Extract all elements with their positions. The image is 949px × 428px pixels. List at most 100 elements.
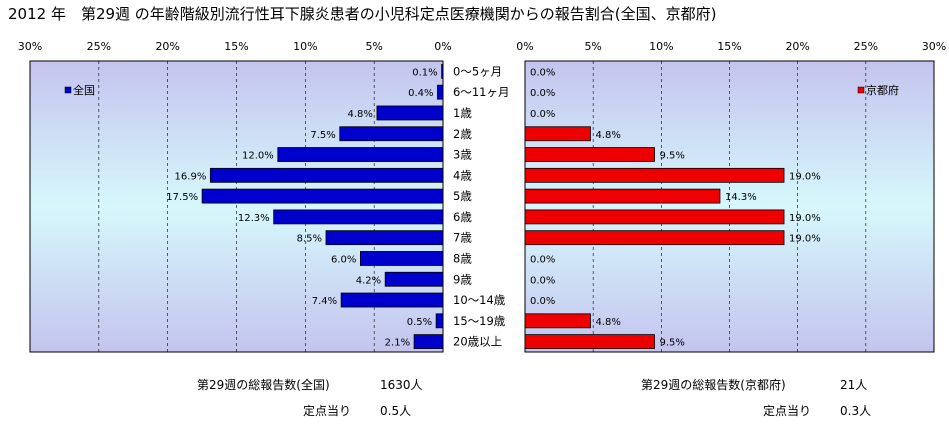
left-bar xyxy=(273,209,444,225)
left-bar-label: 0.4% xyxy=(408,88,433,99)
right-legend-swatch xyxy=(857,86,865,94)
right-bar xyxy=(524,209,785,225)
right-bar-label: 0.0% xyxy=(530,275,555,286)
left-bar-label: 4.8% xyxy=(348,109,373,120)
left-bar-label: 7.5% xyxy=(310,130,335,141)
right-total-value: 21人 xyxy=(840,378,867,392)
category-label: 20歳以上 xyxy=(453,335,502,349)
right-bar-label: 9.5% xyxy=(660,151,685,162)
left-legend: 全国 xyxy=(64,83,95,97)
category-label: 5歳 xyxy=(453,189,472,203)
right-bar-label: 14.3% xyxy=(725,192,757,203)
left-tick-label: 30% xyxy=(18,40,42,53)
category-label: 15～19歳 xyxy=(453,314,506,328)
left-bar-label: 17.5% xyxy=(166,192,198,203)
category-label: 7歳 xyxy=(453,231,472,245)
left-bar xyxy=(209,167,444,183)
right-bar-label: 9.5% xyxy=(660,338,685,349)
left-bar xyxy=(339,126,444,142)
right-legend-label: 京都府 xyxy=(866,83,899,97)
category-label: 3歳 xyxy=(453,148,472,162)
left-tick-label: 20% xyxy=(155,40,179,53)
left-total-label: 第29週の総報告数(全国) xyxy=(197,377,330,392)
chart-title: 2012 年 第29週 の年齢階級別流行性耳下腺炎患者の小児科定点医療機関からの… xyxy=(8,5,717,23)
category-label: 6歳 xyxy=(453,210,472,224)
right-bar-label: 0.0% xyxy=(530,88,555,99)
left-bar xyxy=(201,188,444,204)
right-bar-label: 4.8% xyxy=(595,130,620,141)
category-labels: 0～5ヶ月 6～11ヶ月 1歳 2歳 3歳 4歳 5歳 6歳 7歳 8歳 9歳 10～14歳 15～19… xyxy=(453,64,509,348)
right-bar-label: 19.0% xyxy=(789,171,821,182)
right-bar-label: 0.0% xyxy=(530,254,555,265)
left-bar xyxy=(325,230,444,246)
left-bar-label: 6.0% xyxy=(331,254,356,265)
right-legend: 京都府 xyxy=(857,83,899,97)
category-label: 1歳 xyxy=(453,106,472,120)
right-per-value: 0.3人 xyxy=(840,404,871,418)
left-legend-label: 全国 xyxy=(73,83,95,97)
left-bar-label: 12.0% xyxy=(242,151,274,162)
category-label: 6～11ヶ月 xyxy=(453,85,509,99)
right-axis-ticks: 0% 5% 10% 15% 20% 25% 30% xyxy=(516,40,946,53)
right-bar-label: 0.0% xyxy=(530,109,555,120)
left-tick-label: 5% xyxy=(365,40,382,53)
right-bar xyxy=(524,230,785,246)
left-tick-label: 25% xyxy=(87,40,111,53)
left-bar xyxy=(277,147,444,162)
category-label: 4歳 xyxy=(453,168,472,182)
right-total-label: 第29週の総報告数(京都府) xyxy=(641,377,786,392)
left-bar-label: 0.5% xyxy=(407,317,432,328)
right-bar-label: 0.0% xyxy=(530,296,555,307)
left-bars: 0.1% 0.4% 4.8% 7.5% 12.0% 16.9% 17.5% 12.3% 8.5%… xyxy=(166,63,444,350)
right-bars: 0.0% 0.0% 0.0% 4.8% 9.5% 19.0% 14.3% 19.0% 19.0%… xyxy=(524,67,821,350)
left-bar-label: 7.4% xyxy=(312,296,337,307)
left-bar xyxy=(413,334,444,350)
left-bar xyxy=(437,84,444,100)
right-bar xyxy=(524,167,785,183)
right-bar-label: 19.0% xyxy=(789,234,821,245)
left-bar xyxy=(359,251,444,266)
right-tick-label: 0% xyxy=(516,40,533,53)
category-label: 2歳 xyxy=(453,127,472,141)
right-tick-label: 10% xyxy=(649,40,673,53)
right-bar xyxy=(524,147,655,162)
right-gridlines xyxy=(592,61,867,352)
left-per-value: 0.5人 xyxy=(380,404,411,418)
left-bar xyxy=(441,63,444,79)
left-bar xyxy=(435,313,444,329)
right-bar xyxy=(524,313,591,329)
left-bar-label: 4.2% xyxy=(356,275,381,286)
left-tick-label: 0% xyxy=(434,40,451,53)
right-bar-label: 0.0% xyxy=(530,67,555,78)
category-label: 0～5ヶ月 xyxy=(453,64,502,78)
left-bar-label: 8.5% xyxy=(297,234,322,245)
right-tick-label: 25% xyxy=(854,40,878,53)
left-bar-label: 12.3% xyxy=(238,213,270,224)
right-bar xyxy=(524,126,591,142)
right-bar xyxy=(524,334,655,350)
left-bar xyxy=(340,292,444,308)
left-per-label: 定点当り xyxy=(303,403,351,418)
left-tick-label: 15% xyxy=(224,40,248,53)
right-per-label: 定点当り xyxy=(763,403,811,418)
left-bar-label: 0.1% xyxy=(412,67,437,78)
category-label: 8歳 xyxy=(453,251,472,265)
left-bar-label: 16.9% xyxy=(175,171,207,182)
left-bar xyxy=(384,271,444,287)
right-bar-label: 4.8% xyxy=(595,317,620,328)
right-tick-label: 20% xyxy=(785,40,809,53)
left-legend-swatch xyxy=(64,86,72,94)
left-tick-label: 10% xyxy=(293,40,317,53)
category-label: 9歳 xyxy=(453,272,472,286)
right-tick-label: 15% xyxy=(717,40,741,53)
right-tick-label: 5% xyxy=(584,40,601,53)
left-bar-label: 2.1% xyxy=(385,338,410,349)
left-total-value: 1630人 xyxy=(380,378,423,392)
category-label: 10～14歳 xyxy=(453,293,506,307)
left-bar xyxy=(376,105,444,121)
right-tick-label: 30% xyxy=(922,40,946,53)
right-bar xyxy=(524,188,721,204)
right-bar-label: 19.0% xyxy=(789,213,821,224)
